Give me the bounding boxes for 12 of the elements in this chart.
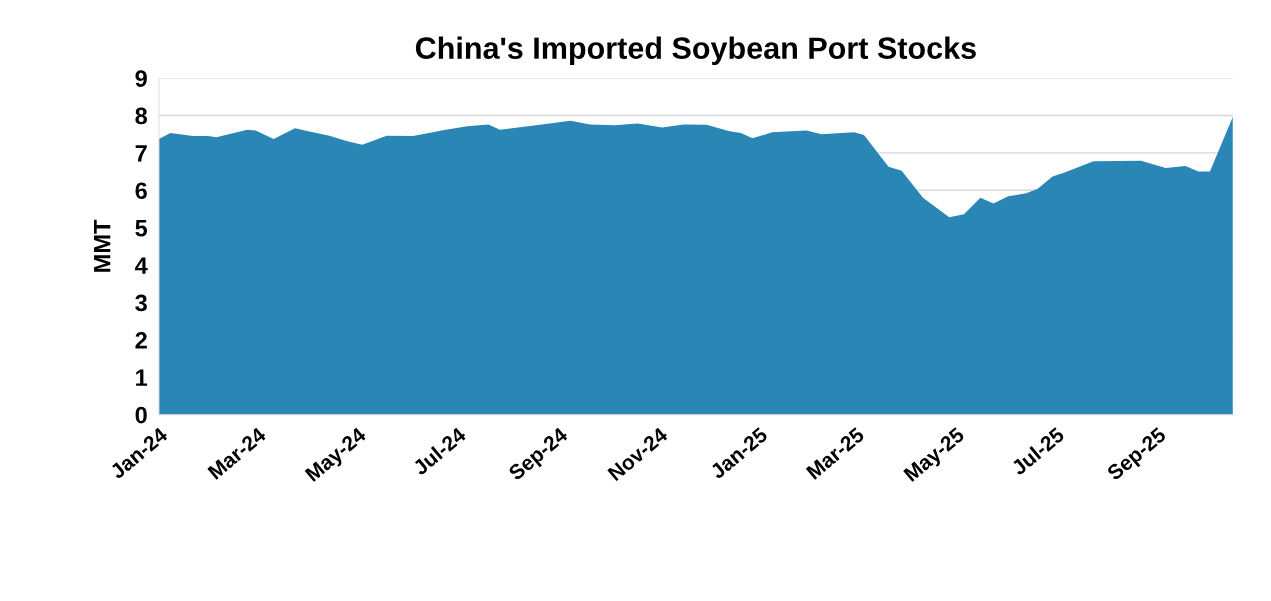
y-tick-label: 0 [135, 406, 147, 424]
y-tick-label: 7 [135, 145, 147, 162]
y-tick-label: 2 [135, 331, 147, 349]
y-tick-label: 5 [135, 220, 148, 237]
y-axis-title: MMT [94, 219, 111, 272]
y-tick-label: 9 [135, 70, 147, 87]
chart-title: China's Imported Soybean Port Stocks [415, 36, 976, 66]
y-tick-label: 6 [135, 182, 147, 200]
y-tick-label: 1 [136, 369, 148, 386]
y-tick-label: 8 [135, 107, 148, 125]
y-tick-label: 3 [135, 294, 147, 312]
y-tick-label: 4 [134, 257, 148, 274]
